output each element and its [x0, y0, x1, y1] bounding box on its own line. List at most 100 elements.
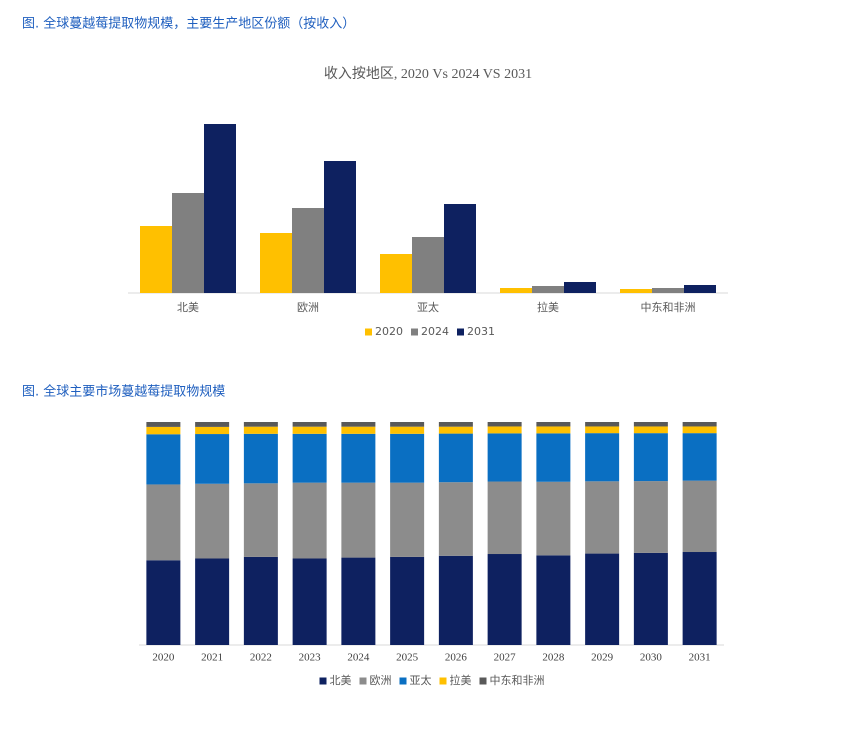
- bar-segment: [682, 433, 717, 481]
- legend-swatch: [457, 328, 464, 336]
- bar: [140, 226, 172, 293]
- bar-segment: [292, 558, 327, 645]
- bar-segment: [390, 426, 425, 434]
- bar-segment: [438, 422, 473, 427]
- bar-segment: [633, 433, 668, 482]
- bar-segment: [536, 422, 571, 427]
- bar-segment: [487, 481, 522, 555]
- legend-swatch: [359, 677, 367, 685]
- x-tick-label: 2021: [201, 652, 223, 664]
- bar-segment: [390, 433, 425, 483]
- bar-segment: [536, 481, 571, 556]
- legend-swatch: [365, 328, 372, 336]
- bar-segment: [585, 422, 620, 427]
- bar-segment: [146, 484, 181, 561]
- bar-segment: [438, 555, 473, 645]
- bar-segment: [585, 433, 620, 482]
- bar-segment: [438, 482, 473, 556]
- bar: [444, 204, 476, 293]
- bar-segment: [633, 426, 668, 434]
- legend-swatch: [479, 677, 487, 685]
- bar: [412, 237, 444, 293]
- caption: 图. 全球主要市场蔓越莓提取物规模: [22, 384, 225, 400]
- bar-segment: [682, 480, 717, 553]
- bar: [172, 193, 204, 293]
- bar-segment: [341, 422, 376, 427]
- bar-segment: [195, 434, 230, 484]
- bar-segment: [390, 422, 425, 427]
- bar-segment: [292, 482, 327, 559]
- bar-segment: [146, 426, 181, 435]
- x-tick-label: 2024: [347, 652, 370, 664]
- bar-segment: [243, 422, 278, 427]
- x-tick-label: 欧洲: [297, 301, 319, 314]
- bar-segment: [390, 556, 425, 645]
- bar-segment: [536, 426, 571, 434]
- bar: [380, 254, 412, 293]
- legend-label: 北美: [330, 674, 352, 687]
- bar-segment: [292, 426, 327, 434]
- x-tick-label: 2027: [494, 652, 517, 664]
- bar-segment: [633, 422, 668, 427]
- legend-label: 2031: [467, 325, 495, 338]
- bar-segment: [146, 422, 181, 427]
- bar-segment: [585, 481, 620, 554]
- bar-segment: [146, 434, 181, 485]
- x-tick-label: 2026: [445, 652, 468, 664]
- bar-segment: [341, 482, 376, 558]
- bar-segment: [390, 482, 425, 557]
- bar-segment: [243, 426, 278, 434]
- bar-segment: [243, 556, 278, 645]
- bar-segment: [487, 433, 522, 482]
- bar-segment: [682, 422, 717, 427]
- legend-swatch: [399, 677, 407, 685]
- bar-segment: [633, 481, 668, 553]
- bar-segment: [536, 433, 571, 482]
- x-tick-label: 2031: [689, 652, 711, 664]
- bar: [324, 161, 356, 293]
- x-tick-label: 2020: [152, 652, 175, 664]
- bar-segment: [438, 426, 473, 434]
- legend-label: 亚太: [410, 674, 432, 687]
- bar-segment: [341, 426, 376, 434]
- x-tick-label: 拉美: [537, 300, 559, 314]
- x-tick-label: 亚太: [417, 301, 439, 314]
- bar-segment: [487, 426, 522, 434]
- bar-segment: [487, 554, 522, 645]
- legend-label: 中东和非洲: [490, 674, 545, 687]
- legend-swatch: [411, 328, 418, 336]
- legend-label: 欧洲: [370, 674, 392, 687]
- bar-segment: [146, 560, 181, 645]
- bar-segment: [195, 426, 230, 435]
- x-tick-label: 中东和非洲: [641, 301, 696, 314]
- legend-swatch: [319, 677, 327, 685]
- legend-label: 拉美: [450, 673, 472, 687]
- bar: [532, 286, 564, 293]
- bar-segment: [682, 552, 717, 645]
- bar: [652, 288, 684, 293]
- bar-segment: [585, 426, 620, 434]
- bar: [564, 282, 596, 293]
- bar-segment: [195, 483, 230, 559]
- legend-swatch: [439, 677, 447, 685]
- bar: [620, 289, 652, 293]
- bar: [500, 288, 532, 293]
- bar: [260, 233, 292, 293]
- bar-segment: [585, 553, 620, 645]
- bar-segment: [682, 426, 717, 434]
- bar: [292, 208, 324, 293]
- bar-segment: [195, 422, 230, 427]
- x-tick-label: 2028: [542, 652, 565, 664]
- bar-segment: [243, 433, 278, 484]
- bar-segment: [341, 433, 376, 483]
- chart-title: 收入按地区, 2020 Vs 2024 VS 2031: [324, 66, 532, 82]
- bar: [204, 124, 236, 293]
- x-tick-label: 2023: [299, 652, 322, 664]
- bar-segment: [487, 422, 522, 427]
- bar-segment: [292, 433, 327, 483]
- bar-segment: [633, 552, 668, 645]
- x-tick-label: 2022: [250, 652, 272, 664]
- bar-segment: [536, 555, 571, 645]
